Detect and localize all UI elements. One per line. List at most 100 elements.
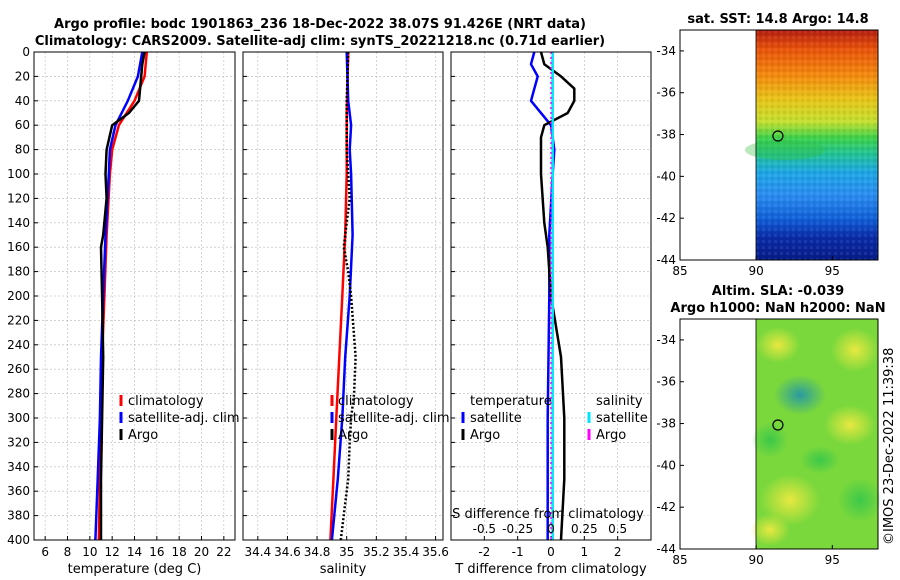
depth-tick-label: 140 — [7, 216, 30, 230]
depth-tick-label: 360 — [7, 484, 30, 498]
s-difference-axis-label: S difference from climatology — [452, 507, 644, 522]
figure-title-line1: Argo profile: bodc 1901863_236 18-Dec-20… — [54, 17, 586, 32]
depth-tick-label: 80 — [15, 143, 30, 157]
map-lon-label: 85 — [672, 264, 687, 278]
sla-blob — [752, 422, 788, 458]
map-lon-label: 90 — [749, 553, 764, 567]
sla-map-frame — [679, 318, 879, 550]
x-tick-label: 35.6 — [422, 545, 449, 559]
sla-blob — [750, 514, 790, 546]
x-axis-label: salinity — [320, 562, 367, 577]
x-axis-label: temperature (deg C) — [68, 562, 202, 577]
legend-title-temperature: temperature — [470, 394, 552, 409]
depth-tick-label: 100 — [7, 167, 30, 181]
x-tick-label: 1 — [581, 545, 589, 559]
depth-tick-label: 340 — [7, 460, 30, 474]
x-tick-label: -1 — [512, 545, 524, 559]
map-lat-label: -42 — [656, 500, 676, 514]
map-lon-label: 95 — [825, 553, 840, 567]
x-tick-label: 34.6 — [274, 545, 301, 559]
x-tick-label: 34.8 — [304, 545, 331, 559]
legend-label-temp-argo: Argo — [470, 428, 500, 443]
x-tick-label: -2 — [478, 545, 490, 559]
depth-tick-label: 300 — [7, 411, 30, 425]
x-tick-label: 6 — [41, 545, 49, 559]
map-lat-label: -36 — [656, 86, 676, 100]
legend-label-argo: Argo — [128, 428, 158, 443]
panel-frame — [450, 51, 652, 541]
map-lat-label: -44 — [656, 542, 676, 556]
legend-label-sal-satellite: satellite — [596, 411, 648, 426]
sla-map-subtitle: Argo h1000: NaN h2000: NaN — [670, 301, 885, 316]
sst-map-title: sat. SST: 14.8 Argo: 14.8 — [687, 12, 868, 27]
legend-label-sal-argo: Argo — [596, 428, 626, 443]
series-line-argo — [339, 51, 357, 541]
map-lat-label: -40 — [656, 169, 676, 183]
sla-blob — [831, 328, 879, 372]
legend-label-temp-satellite: satellite — [470, 411, 522, 426]
map-lon-label: 85 — [672, 553, 687, 567]
sst-map-frame — [679, 29, 879, 261]
map-lat-label: -34 — [656, 333, 676, 347]
x-tick-label: 2 — [614, 545, 622, 559]
sst-front — [745, 140, 825, 160]
depth-tick-label: 240 — [7, 338, 30, 352]
imos-timestamp: ©IMOS 23-Dec-2022 11:39:38 — [882, 348, 897, 545]
map-lat-label: -36 — [656, 375, 676, 389]
x-tick-label: 35.4 — [393, 545, 420, 559]
sla-map-title: Altim. SLA: -0.039 — [712, 284, 844, 299]
series-line-temperature-argo — [539, 51, 576, 541]
depth-tick-label: 180 — [7, 265, 30, 279]
depth-tick-label: 40 — [15, 94, 30, 108]
sla-blob — [756, 327, 800, 363]
depth-tick-label: 0 — [22, 45, 30, 59]
legend-title-salinity: salinity — [596, 394, 643, 409]
series-line-temperature-satellite — [529, 51, 556, 540]
difference-panel: -2 -1 0 1 2 T difference from climatology — [450, 51, 652, 577]
sla-blob — [774, 375, 826, 415]
depth-tick-label: 200 — [7, 289, 30, 303]
sst-map-texture — [756, 30, 878, 260]
map-lat-label: -42 — [656, 211, 676, 225]
panel-frame — [33, 51, 236, 541]
s-difference-tick-label: 0 — [547, 522, 555, 536]
s-difference-ticks: -0.5 -0.25 0 0.25 0.5 — [473, 522, 628, 536]
sla-blob — [838, 478, 882, 522]
map-lat-label: -44 — [656, 253, 676, 267]
depth-tick-label: 320 — [7, 435, 30, 449]
panel-frame — [242, 51, 444, 541]
map-lat-label: -38 — [656, 128, 676, 142]
depth-tick-label: 260 — [7, 362, 30, 376]
figure-title-line2: Climatology: CARS2009. Satellite-adj cli… — [35, 34, 605, 49]
sla-argo-marker — [772, 419, 784, 431]
map-lat-label: -34 — [656, 44, 676, 58]
s-difference-tick-label: -0.25 — [502, 522, 533, 536]
depth-tick-label: 160 — [7, 240, 30, 254]
legend-label-climatology: climatology — [338, 394, 414, 409]
x-tick-label: 35 — [339, 545, 354, 559]
x-tick-label: 20 — [194, 545, 209, 559]
temperature-legend: climatology satellite-adj. clim Argo — [119, 394, 240, 443]
x-axis-label: T difference from climatology — [454, 562, 647, 577]
x-tick-label: 0 — [547, 545, 555, 559]
s-difference-tick-label: 0.5 — [608, 522, 627, 536]
legend-label-satellite: satellite-adj. clim — [338, 411, 450, 426]
sla-blob — [800, 446, 840, 474]
depth-tick-label: 120 — [7, 191, 30, 205]
sla-map — [679, 318, 882, 550]
map-lat-label: -40 — [656, 458, 676, 472]
map-lon-label: 90 — [749, 264, 764, 278]
map-lat-label: -38 — [656, 417, 676, 431]
legend-label-satellite: satellite-adj. clim — [128, 411, 240, 426]
depth-tick-label: 20 — [15, 69, 30, 83]
depth-tick-label: 400 — [7, 533, 30, 547]
difference-legend: temperature satellite Argo salinity sate… — [461, 394, 648, 443]
x-tick-label: 22 — [216, 545, 231, 559]
x-tick-label: 34.4 — [244, 545, 271, 559]
depth-tick-label: 280 — [7, 387, 30, 401]
depth-tick-label: 220 — [7, 313, 30, 327]
legend-label-climatology: climatology — [128, 394, 204, 409]
